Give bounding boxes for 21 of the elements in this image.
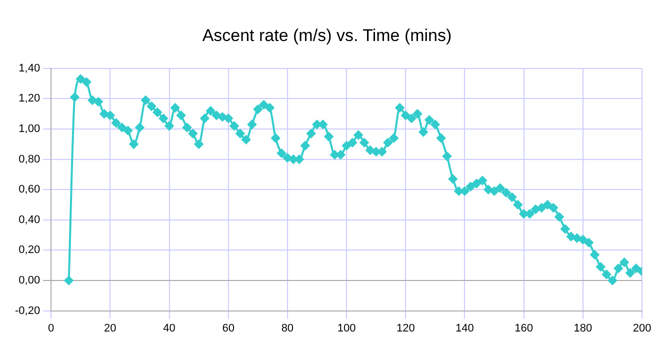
x-tick-label: 100: [337, 322, 356, 334]
x-tick-label: 20: [104, 322, 116, 334]
y-tick-label: 1,40: [18, 62, 40, 74]
x-tick-label: 160: [514, 322, 533, 334]
x-tick-label: 140: [456, 322, 474, 334]
x-tick-label: 180: [574, 322, 592, 334]
y-tick-label: 1,20: [18, 92, 40, 105]
y-tick-label: 0,00: [18, 274, 40, 287]
y-tick-label: -0,20: [14, 304, 40, 317]
x-tick-label: 60: [222, 322, 234, 334]
x-tick-label: 120: [396, 322, 415, 334]
y-tick-label: 0,40: [18, 214, 40, 226]
chart-title: Ascent rate (m/s) vs. Time (mins): [202, 26, 452, 45]
x-tick-label: 40: [163, 322, 176, 334]
y-tick-label: 0,20: [18, 244, 40, 256]
y-tick-label: 1,00: [18, 123, 40, 136]
x-tick-label: 200: [632, 322, 652, 334]
y-tick-label: 0,80: [18, 153, 40, 166]
x-tick-label: 0: [48, 322, 54, 334]
x-tick-label: 80: [281, 322, 294, 334]
y-tick-label: 0,60: [18, 184, 40, 196]
